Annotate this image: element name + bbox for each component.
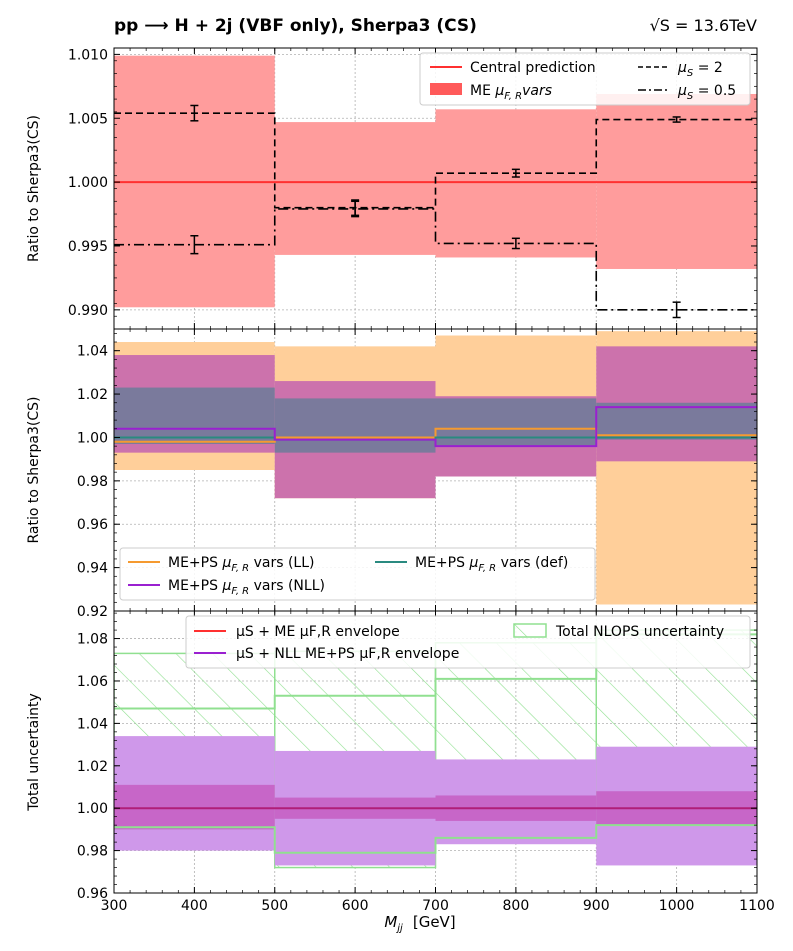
y-tick-label: 0.995 <box>68 239 108 255</box>
x-tick-label: 1000 <box>659 898 695 914</box>
y-tick-label: 1.02 <box>77 759 108 775</box>
y-axis-label: Ratio to Sherpa3(CS) <box>26 115 42 262</box>
legend-ps: ME+PS μF, R vars (LL) ME+PS μF, R vars (… <box>119 547 596 601</box>
y-tick-label: 0.98 <box>77 844 108 860</box>
x-axis-label: Mjj [GeV] <box>384 913 455 934</box>
series-line <box>114 824 757 854</box>
panel-scale-variations <box>114 48 757 329</box>
x-tick-label: 1100 <box>739 898 775 914</box>
legend-mus2-label: μS = 2 <box>677 60 723 79</box>
legend-total: µS + ME µF,R envelope µS + NLL ME+PS µF,… <box>185 615 751 669</box>
x-tick-label: 900 <box>583 898 610 914</box>
x-tick-label: 300 <box>101 898 128 914</box>
series-line <box>114 406 757 448</box>
y-axis-label: Total uncertainty <box>26 693 42 812</box>
band-bin <box>114 387 275 444</box>
legend-me-swatch <box>430 83 462 95</box>
y-tick-label: 1.005 <box>68 111 108 127</box>
y-tick-label: 1.08 <box>77 632 108 648</box>
legend-ll-label: ME+PS μF, R vars (LL) <box>168 555 314 574</box>
band-bin <box>114 784 275 830</box>
legend-nlops-swatch <box>513 623 547 638</box>
legend-me-label: ME μF, Rvars <box>470 83 552 102</box>
series-line <box>114 208 757 311</box>
legend-me-env-label: µS + ME µF,R envelope <box>236 624 400 640</box>
legend-scale: Central prediction ME μF, Rvars μS = 2 μ… <box>419 52 751 106</box>
y-axis-label: Ratio to Sherpa3(CS) <box>26 397 42 544</box>
y-tick-label: 1.04 <box>77 716 108 732</box>
chart-title: pp ⟶ H + 2j (VBF only), Sherpa3 (CS) <box>114 16 477 36</box>
band-bin <box>435 398 597 447</box>
legend-nll-env-label: µS + NLL ME+PS µF,R envelope <box>236 646 459 662</box>
band-bin <box>596 402 757 440</box>
y-tick-label: 1.00 <box>77 801 108 817</box>
y-tick-label: 1.010 <box>68 47 108 63</box>
y-tick-label: 1.00 <box>77 430 108 446</box>
legend-box <box>419 52 751 106</box>
x-tick-label: 400 <box>181 898 208 914</box>
y-tick-label: 0.96 <box>77 517 108 533</box>
y-tick-label: 0.92 <box>77 604 108 620</box>
y-tick-label: 1.04 <box>77 344 108 360</box>
legend-def-label: ME+PS μF, R vars (def) <box>415 555 568 574</box>
y-tick-label: 0.98 <box>77 474 108 490</box>
legend-nll-label: ME+PS μF, R vars (NLL) <box>168 578 325 597</box>
legend-box <box>119 547 596 601</box>
y-tick-label: 1.06 <box>77 674 108 690</box>
x-tick-label: 700 <box>422 898 449 914</box>
band-bin <box>274 122 436 255</box>
energy-label: √S = 13.6TeV <box>650 16 757 35</box>
band-bin <box>274 398 436 453</box>
y-tick-label: 0.96 <box>77 886 108 902</box>
band-bin <box>435 109 597 258</box>
legend-nlops-label: Total NLOPS uncertainty <box>555 624 724 640</box>
legend-central-label: Central prediction <box>470 60 596 76</box>
x-tick-label: 500 <box>261 898 288 914</box>
y-tick-label: 1.02 <box>77 387 108 403</box>
y-tick-label: 0.990 <box>68 303 108 319</box>
axes-layer: 0.990 0.995 1.000 1.005 1.010 Ratio to Sherpa… <box>26 47 775 914</box>
y-tick-label: 1.000 <box>68 175 108 191</box>
x-tick-label: 800 <box>503 898 530 914</box>
panel-ps-variations <box>114 329 757 611</box>
x-tick-label: 600 <box>342 898 369 914</box>
legend-box <box>185 615 751 669</box>
legend-mus05-label: μS = 0.5 <box>677 83 736 102</box>
series-line <box>114 112 757 209</box>
y-tick-label: 0.94 <box>77 561 108 577</box>
